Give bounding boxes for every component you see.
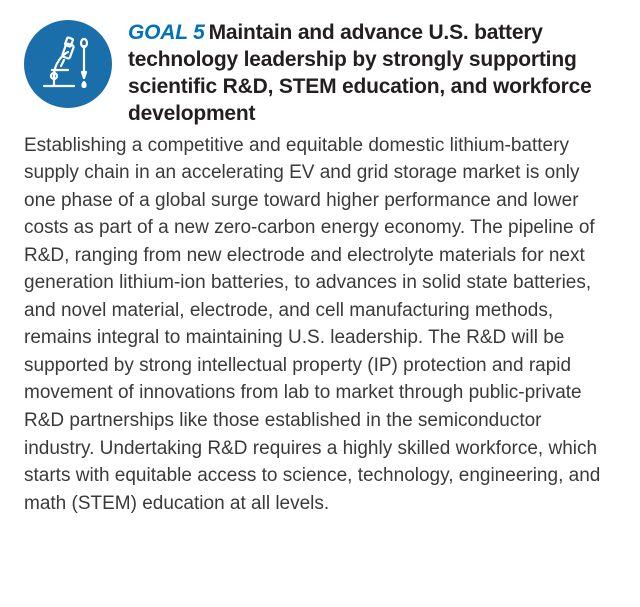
goal-body: Establishing a competitive and equitable… [24, 132, 616, 518]
goal-heading: GOAL 5Maintain and advance U.S. battery … [128, 20, 616, 128]
microscope-dropper-icon [36, 32, 100, 96]
goal-header: GOAL 5Maintain and advance U.S. battery … [24, 20, 616, 128]
goal-icon-circle [24, 20, 112, 108]
goal-heading-wrap: GOAL 5Maintain and advance U.S. battery … [128, 20, 616, 128]
goal-label: GOAL 5 [128, 21, 205, 44]
